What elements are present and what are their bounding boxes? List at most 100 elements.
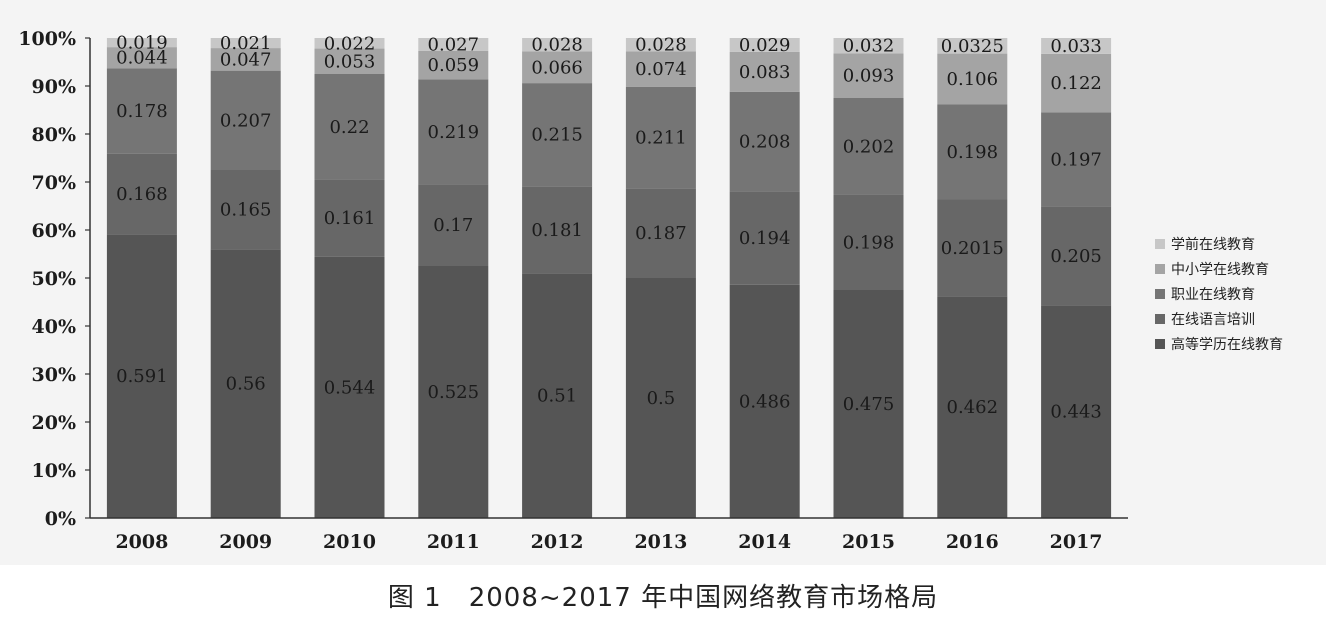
data-label: 0.208 [739,132,791,153]
data-label: 0.178 [116,101,168,122]
data-label: 0.22 [329,117,369,138]
bar-segment [418,38,489,51]
bar-segment [833,38,904,54]
bar-segment [522,273,593,518]
bar-segment [833,53,904,98]
data-label: 0.462 [947,397,999,418]
x-tick-label: 2010 [323,531,376,553]
bar-segment [106,153,177,235]
bar-segment [210,38,281,49]
data-label: 0.0325 [941,36,1004,57]
data-label: 0.17 [433,215,473,236]
y-tick-label: 100% [18,28,76,50]
bar-segment [210,170,281,250]
data-label: 0.028 [635,35,687,56]
data-label: 0.165 [220,200,272,221]
bar-segment [210,249,281,518]
bar-segment [106,47,177,69]
data-label: 0.161 [324,208,376,229]
bar-segment [210,48,281,71]
data-label: 0.197 [1050,150,1102,171]
data-label: 0.215 [531,125,583,146]
bar-segment [729,191,800,285]
legend-swatch [1155,314,1165,324]
bar-segment [1041,38,1112,54]
bar-segment [833,290,904,518]
legend-label: 高等学历在线教育 [1171,336,1283,353]
y-tick-label: 30% [32,364,77,386]
data-label: 0.053 [324,51,376,72]
data-label: 0.022 [324,33,376,54]
bar-segment [729,91,800,192]
data-label: 0.029 [739,35,791,56]
data-label: 0.181 [531,220,583,241]
data-label: 0.2015 [941,238,1004,259]
legend-label: 在线语言培训 [1171,312,1255,328]
data-label: 0.168 [116,184,168,205]
bar-segment [625,86,696,189]
data-label: 0.044 [116,48,168,69]
x-tick-label: 2014 [738,531,791,553]
bar-segment [1041,206,1112,306]
data-label: 0.032 [843,36,895,57]
bar-segment [314,38,385,49]
data-label: 0.56 [226,374,266,395]
y-tick-label: 70% [32,172,77,194]
data-label: 0.033 [1050,36,1102,57]
data-label: 0.106 [947,69,999,90]
data-label: 0.219 [428,122,480,143]
data-label: 0.544 [324,377,376,398]
x-tick-label: 2012 [531,531,584,553]
data-label: 0.187 [635,223,687,244]
x-tick-label: 2017 [1050,531,1103,553]
bar-segment [937,38,1008,54]
legend-label: 学前在线教育 [1171,236,1255,253]
bar-segment [1041,305,1112,518]
data-label: 0.074 [635,59,687,80]
data-label: 0.211 [635,128,687,149]
x-tick-label: 2008 [115,531,168,553]
data-label: 0.198 [947,142,999,163]
bar-segment [625,188,696,278]
legend-swatch [1155,339,1165,349]
bar-segment [1041,112,1112,207]
y-tick-label: 40% [32,316,77,338]
bar-segment [106,38,177,48]
data-label: 0.202 [843,136,895,157]
axes: 2008 2009 2010 2011 2012 2013 2014 2015 2016 2017… [18,28,1128,553]
bar-segment [729,38,800,52]
bar-segment [625,278,696,518]
bar-segment [729,284,800,518]
legend-label: 职业在线教育 [1171,287,1255,303]
data-label: 0.122 [1050,73,1102,94]
data-label: 0.486 [739,391,791,412]
bar-segment [937,296,1008,518]
bar-segment [314,179,385,257]
data-label: 0.475 [843,394,895,415]
bar-segment [418,79,489,185]
bar-segment [937,104,1008,200]
data-label: 0.5 [647,388,676,409]
bar-segment [418,50,489,80]
data-label: 0.591 [116,366,168,387]
chart-panel: 0.591 0.168 0.178 0.044 0.019 0.56 0.165 0.207 0… [0,0,1326,565]
bar-segment [314,48,385,74]
legend-label: 中小学在线教育 [1171,262,1269,278]
bar-segment [314,256,385,518]
bar-segment [729,51,800,92]
data-label: 0.019 [116,33,168,54]
data-label: 0.021 [220,33,272,54]
data-label: 0.059 [428,55,480,76]
data-label: 0.027 [428,34,480,55]
y-tick-label: 90% [32,76,77,98]
y-tick-label: 10% [32,460,77,482]
bar-segment [106,68,177,154]
bar-segment [522,38,593,52]
data-label: 0.047 [220,49,272,70]
bar-segment [418,184,489,266]
bar-segment [522,51,593,84]
x-tick-label: 2009 [219,531,272,553]
bar-segment [210,70,281,170]
data-label: 0.066 [531,57,583,78]
